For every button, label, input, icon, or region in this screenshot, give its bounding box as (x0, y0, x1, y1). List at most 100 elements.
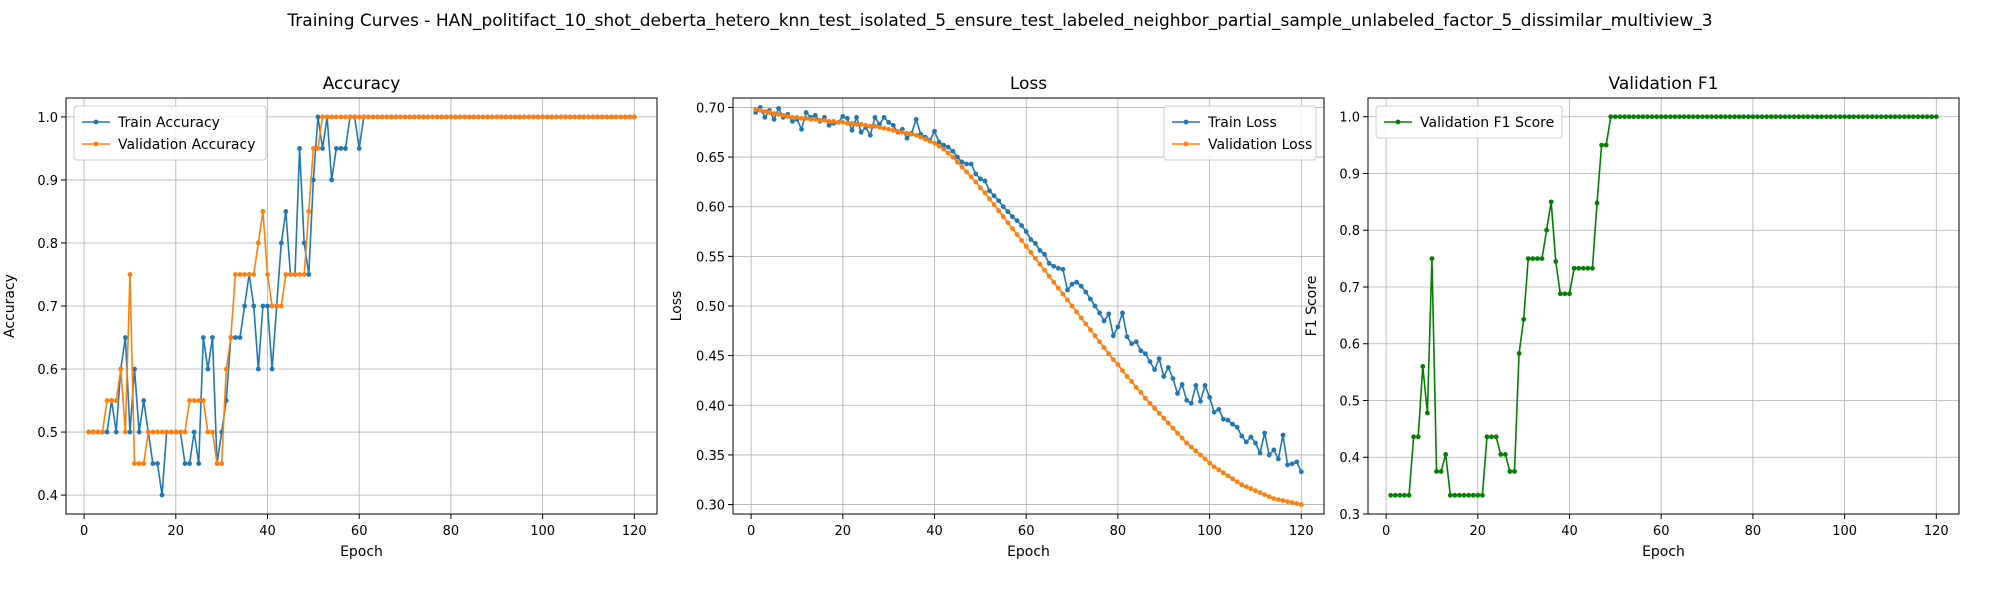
loss-data-point (973, 179, 979, 185)
accuracy-data-point (324, 114, 330, 120)
accuracy-data-point (485, 114, 490, 120)
f1-data-point (1672, 114, 1678, 120)
accuracy-x-tick-label: 20 (168, 524, 185, 539)
accuracy-data-point (361, 114, 367, 120)
loss-data-point (1243, 484, 1249, 490)
f1-data-point (1411, 434, 1417, 440)
accuracy-data-point (255, 366, 261, 372)
accuracy-data-point (310, 177, 316, 183)
accuracy-data-point (333, 146, 339, 151)
loss-data-point (1216, 406, 1222, 412)
accuracy-data-point (480, 114, 486, 120)
accuracy-y-tick-label: 0.4 (37, 489, 58, 504)
f1-data-point (1567, 291, 1572, 297)
loss-data-point (959, 159, 965, 165)
loss-data-point (1129, 379, 1135, 384)
loss-data-point (808, 116, 814, 122)
f1-data-point (1828, 114, 1834, 120)
f1-data-point (1878, 114, 1884, 120)
loss-data-point (1220, 470, 1226, 476)
loss-data-point (1230, 421, 1235, 427)
accuracy-y-tick-label: 0.7 (37, 300, 58, 315)
loss-data-point (922, 136, 928, 142)
loss-data-point (877, 124, 882, 130)
accuracy-data-point (352, 114, 358, 120)
accuracy-data-point (150, 429, 156, 435)
accuracy-data-point (104, 429, 110, 435)
f1-data-point (1397, 492, 1403, 498)
f1-data-point (1457, 492, 1462, 498)
accuracy-y-axis-label: Accuracy (2, 274, 18, 338)
loss-data-point (1051, 279, 1057, 285)
loss-data-point (1193, 383, 1199, 388)
accuracy-data-point (278, 303, 284, 309)
accuracy-data-point (343, 146, 348, 151)
loss-data-point (913, 132, 919, 138)
accuracy-data-point (200, 335, 206, 340)
f1-data-point (1544, 227, 1549, 233)
f1-x-tick-label: 20 (1470, 524, 1487, 539)
accuracy-data-point (168, 429, 174, 435)
f1-data-point (1507, 469, 1513, 474)
f1-data-point (1402, 492, 1407, 498)
loss-data-point (822, 117, 827, 123)
accuracy-data-point (173, 429, 179, 435)
f1-data-point (1888, 114, 1893, 120)
f1-data-point (1466, 492, 1472, 498)
loss-data-point (895, 128, 901, 134)
accuracy-data-point (104, 398, 110, 403)
loss-data-point (753, 107, 759, 112)
f1-y-tick-label: 1.0 (1339, 111, 1360, 126)
loss-data-point (941, 146, 947, 152)
loss-data-point (1032, 255, 1038, 261)
loss-data-point (950, 154, 956, 160)
accuracy-data-point (503, 114, 509, 120)
f1-data-point (1420, 364, 1426, 369)
loss-data-point (1120, 310, 1125, 316)
loss-data-point (1014, 218, 1020, 224)
f1-data-point (1686, 114, 1692, 120)
loss-data-point (1198, 452, 1203, 458)
accuracy-data-point (265, 272, 270, 277)
accuracy-data-point (214, 461, 220, 466)
loss-data-point (1060, 291, 1066, 297)
loss-data-point (1110, 357, 1116, 363)
accuracy-data-point (191, 398, 197, 403)
loss-data-point (1207, 460, 1213, 466)
loss-data-point (1055, 265, 1061, 271)
loss-data-point (955, 154, 960, 160)
loss-x-tick-label: 40 (926, 524, 943, 539)
loss-data-point (858, 121, 864, 127)
loss-data-point (1110, 333, 1116, 339)
f1-x-tick-label: 60 (1653, 524, 1670, 539)
loss-data-point (1124, 334, 1130, 340)
accuracy-data-point (384, 114, 390, 120)
f1-data-point (1612, 114, 1618, 120)
f1-data-point (1727, 114, 1733, 120)
accuracy-x-tick-label: 40 (259, 524, 276, 539)
accuracy-data-point (223, 366, 229, 372)
accuracy-data-point (347, 114, 353, 120)
accuracy-data-point (338, 114, 344, 120)
f1-data-point (1787, 114, 1792, 120)
accuracy-data-point (109, 398, 115, 403)
loss-data-point (968, 161, 974, 167)
loss-data-point (1175, 390, 1180, 396)
loss-series-line-0 (755, 106, 1303, 473)
f1-data-point (1915, 114, 1921, 120)
loss-data-point (1037, 248, 1043, 253)
loss-data-point (1120, 368, 1125, 373)
f1-y-tick-label: 0.4 (1339, 451, 1360, 466)
loss-data-point (1000, 204, 1006, 210)
loss-data-point (1147, 400, 1153, 406)
accuracy-y-tick-label: 0.8 (37, 237, 58, 252)
loss-data-point (1101, 345, 1107, 351)
loss-data-point (881, 125, 887, 131)
loss-y-tick-label: 0.70 (696, 101, 725, 116)
accuracy-data-point (155, 461, 160, 466)
f1-data-point (1626, 114, 1632, 120)
loss-data-point (1005, 220, 1011, 226)
accuracy-data-point (434, 114, 440, 120)
loss-data-point (1271, 447, 1277, 453)
f1-x-tick-label: 80 (1745, 524, 1762, 539)
